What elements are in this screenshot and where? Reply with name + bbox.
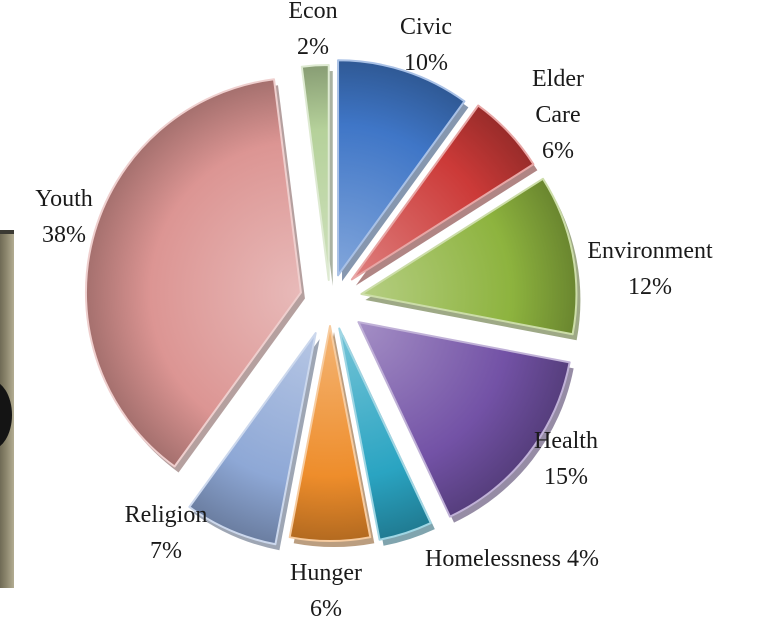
slice-homelessness: [338, 327, 435, 546]
slices-layer: [84, 59, 581, 551]
slice-face: [188, 332, 317, 546]
slice-face: [288, 325, 372, 542]
slice-face: [338, 327, 432, 541]
cropped-photo: [0, 230, 14, 588]
label-econ: Econ 2%: [288, 0, 337, 60]
slice-environment: [360, 177, 581, 341]
label-environment: Environment 12%: [587, 238, 713, 300]
slice-face: [300, 64, 330, 282]
slice-face: [360, 177, 578, 336]
slice-face: [350, 104, 535, 281]
label-health: Health 15%: [534, 428, 598, 490]
label-religion: Religion 7%: [125, 502, 208, 564]
slice-youth: [84, 78, 305, 473]
slice-face: [84, 78, 302, 468]
label-elder-care: Elder Care 6%: [532, 66, 584, 164]
slice-econ: [300, 64, 333, 287]
slice-health: [357, 321, 574, 523]
slice-face: [337, 59, 466, 277]
slice-religion: [188, 332, 320, 551]
slice-civic: [337, 59, 469, 282]
label-youth: Youth 38%: [35, 186, 93, 248]
slice-face: [357, 321, 571, 518]
slice-elder-care: [350, 104, 538, 286]
label-civic: Civic 10%: [400, 14, 452, 76]
labels-layer: Civic 10% Elder Care 6% Environment 12% Health 1…: [35, 0, 713, 622]
slice-hunger: [288, 325, 375, 548]
label-homelessness: Homelessness 4%: [425, 546, 599, 572]
label-hunger: Hunger 6%: [290, 560, 362, 622]
